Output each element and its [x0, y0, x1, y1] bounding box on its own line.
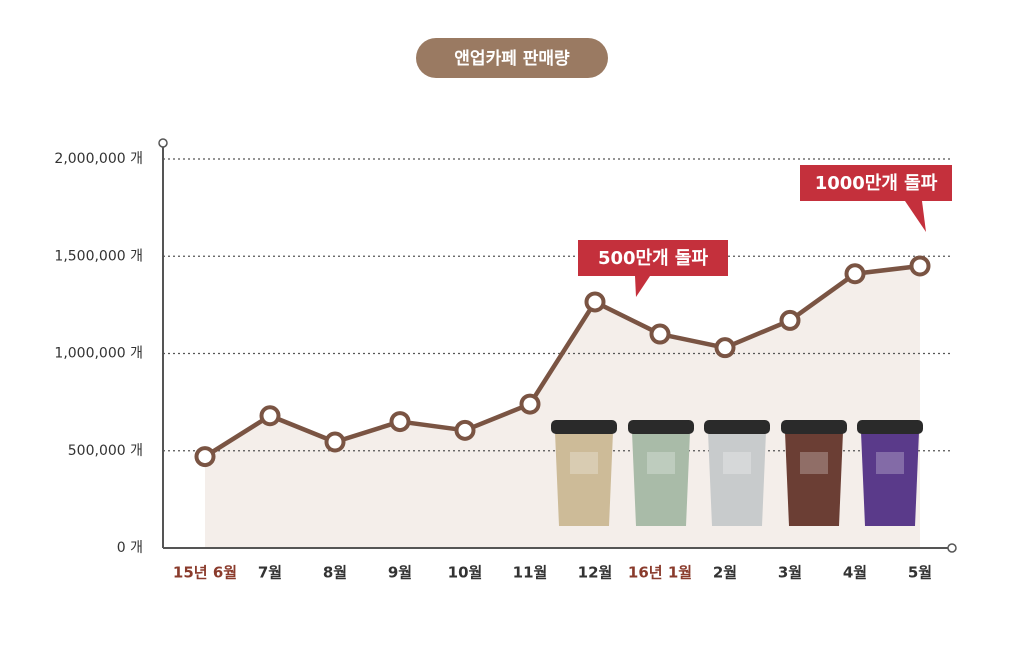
- x-tick-label: 12월: [578, 564, 613, 582]
- cup: [632, 432, 690, 526]
- marker: [779, 309, 801, 331]
- line: [203, 263, 921, 459]
- cup-label: [800, 452, 828, 474]
- y-tick-label: 2,000,000 개: [54, 151, 143, 167]
- marker: [389, 411, 411, 433]
- cup-label: [647, 452, 675, 474]
- marker: [649, 323, 671, 345]
- annotation: 500만개 돌파: [598, 248, 709, 269]
- marker: [519, 393, 541, 415]
- marker: [584, 291, 606, 313]
- cup-lid: [704, 420, 770, 434]
- y-tick-label: 0 개: [117, 540, 143, 556]
- cup: [861, 432, 919, 526]
- x-tick-label: 10월: [448, 564, 483, 582]
- x-tick-label: 11월: [513, 564, 548, 582]
- x-tick-label: 9월: [388, 564, 412, 582]
- cup-label: [570, 452, 598, 474]
- marker: [454, 419, 476, 441]
- y-tick-label: 500,000 개: [68, 443, 143, 459]
- x-tick-label: 5월: [908, 564, 932, 582]
- marker: [714, 337, 736, 359]
- cup-label: [876, 452, 904, 474]
- chart-title: 앤업카페 판매량: [454, 49, 570, 69]
- annotation: 1000만개 돌파: [815, 173, 938, 194]
- marker: [194, 446, 216, 468]
- marker: [324, 431, 346, 453]
- x-tick-label: 3월: [778, 564, 802, 582]
- cup: [708, 432, 766, 526]
- cup: [555, 432, 613, 526]
- callout: 500만개 돌파: [578, 240, 728, 297]
- product-images: [551, 420, 923, 526]
- x-tick-label: 15년 6월: [173, 564, 237, 582]
- callout: 1000만개 돌파: [800, 165, 952, 232]
- x-tick-label: 4월: [843, 564, 867, 582]
- title-pill: [416, 38, 608, 78]
- cup-lid: [857, 420, 923, 434]
- cup-label: [723, 452, 751, 474]
- cup-lid: [551, 420, 617, 434]
- cup: [785, 432, 843, 526]
- marker: [909, 255, 931, 277]
- x-tick-label: 16년 1월: [628, 564, 692, 582]
- x-tick-label: 8월: [323, 564, 347, 582]
- axis-end: [158, 138, 168, 148]
- marker: [259, 405, 281, 427]
- y-tick-label: 1,500,000 개: [54, 248, 143, 264]
- cup-lid: [781, 420, 847, 434]
- x-tick-label: 7월: [258, 564, 282, 582]
- cup-lid: [628, 420, 694, 434]
- marker: [844, 263, 866, 285]
- y-tick-label: 1,000,000 개: [54, 346, 143, 362]
- axis-end: [947, 543, 957, 553]
- x-tick-label: 2월: [713, 564, 737, 582]
